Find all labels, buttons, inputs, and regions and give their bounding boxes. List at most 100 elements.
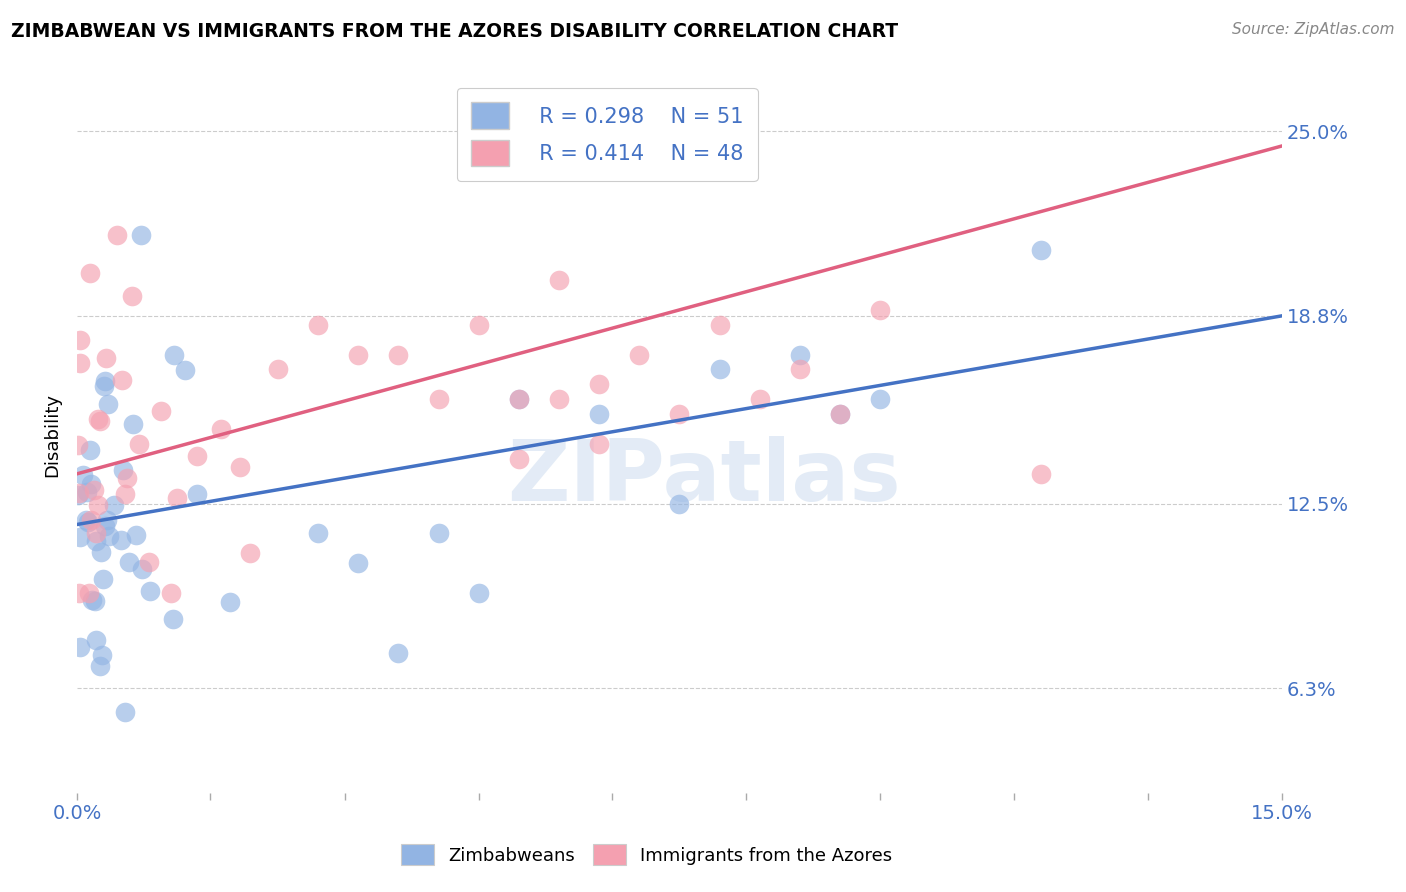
Point: [160, 586, 183, 600]
Point: [467, 318, 489, 332]
Point: [709, 362, 731, 376]
Point: [228, 460, 250, 475]
Point: [76, 516, 98, 530]
Point: [69, 640, 91, 654]
Point: [508, 392, 530, 407]
Point: [668, 497, 690, 511]
Point: [748, 392, 770, 407]
Point: [97, 396, 120, 410]
Point: [121, 288, 143, 302]
Point: [239, 546, 262, 560]
Point: [114, 705, 136, 719]
Point: [186, 487, 208, 501]
Point: [709, 318, 731, 332]
Point: [869, 302, 891, 317]
Point: [307, 526, 329, 541]
Point: [83, 483, 105, 497]
Point: [96, 351, 118, 366]
Point: [830, 407, 852, 421]
Point: [588, 377, 610, 392]
Point: [72, 468, 94, 483]
Point: [66, 438, 89, 452]
Text: ZIPatlas: ZIPatlas: [506, 436, 900, 519]
Point: [1029, 467, 1052, 481]
Point: [548, 392, 571, 407]
Legend:   R = 0.298    N = 51,   R = 0.414    N = 48: R = 0.298 N = 51, R = 0.414 N = 48: [457, 87, 758, 181]
Point: [118, 555, 141, 569]
Point: [111, 463, 134, 477]
Point: [347, 556, 370, 570]
Point: [869, 392, 891, 407]
Point: [105, 228, 128, 243]
Point: [548, 273, 571, 287]
Text: Source: ZipAtlas.com: Source: ZipAtlas.com: [1232, 22, 1395, 37]
Point: [87, 412, 110, 426]
Point: [588, 437, 610, 451]
Point: [69, 356, 91, 370]
Point: [115, 471, 138, 485]
Point: [166, 491, 188, 505]
Point: [209, 422, 232, 436]
Point: [84, 526, 107, 541]
Point: [387, 348, 409, 362]
Point: [508, 392, 530, 407]
Point: [93, 379, 115, 393]
Point: [91, 648, 114, 662]
Point: [628, 348, 651, 362]
Point: [79, 442, 101, 457]
Point: [789, 362, 811, 376]
Point: [86, 499, 108, 513]
Point: [588, 407, 610, 421]
Point: [162, 348, 184, 362]
Point: [139, 583, 162, 598]
Point: [80, 513, 103, 527]
Point: [82, 593, 104, 607]
Point: [387, 646, 409, 660]
Point: [347, 348, 370, 362]
Point: [89, 414, 111, 428]
Point: [75, 513, 97, 527]
Point: [267, 362, 290, 376]
Point: [67, 488, 90, 502]
Point: [173, 363, 195, 377]
Point: [76, 485, 98, 500]
Point: [96, 513, 118, 527]
Point: [110, 533, 132, 547]
Point: [79, 266, 101, 280]
Point: [128, 436, 150, 450]
Point: [427, 392, 450, 407]
Point: [69, 333, 91, 347]
Point: [111, 373, 134, 387]
Point: [90, 544, 112, 558]
Point: [86, 632, 108, 647]
Point: [77, 586, 100, 600]
Point: [186, 449, 208, 463]
Point: [80, 477, 103, 491]
Point: [84, 594, 107, 608]
Point: [162, 612, 184, 626]
Point: [789, 348, 811, 362]
Point: [89, 659, 111, 673]
Point: [94, 519, 117, 533]
Point: [427, 526, 450, 541]
Point: [98, 528, 121, 542]
Point: [508, 451, 530, 466]
Point: [467, 586, 489, 600]
Point: [131, 228, 153, 243]
Point: [103, 498, 125, 512]
Point: [91, 572, 114, 586]
Point: [307, 318, 329, 332]
Point: [149, 403, 172, 417]
Point: [219, 595, 242, 609]
Point: [94, 374, 117, 388]
Point: [138, 555, 160, 569]
Point: [131, 561, 153, 575]
Point: [830, 407, 852, 421]
Point: [114, 486, 136, 500]
Point: [668, 407, 690, 421]
Text: ZIMBABWEAN VS IMMIGRANTS FROM THE AZORES DISABILITY CORRELATION CHART: ZIMBABWEAN VS IMMIGRANTS FROM THE AZORES…: [11, 22, 898, 41]
Point: [1029, 244, 1052, 258]
Y-axis label: Disability: Disability: [44, 393, 60, 477]
Point: [84, 534, 107, 549]
Point: [67, 586, 90, 600]
